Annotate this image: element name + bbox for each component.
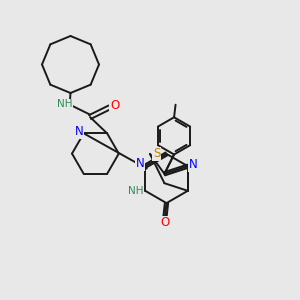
Text: N: N (189, 158, 198, 171)
Text: S: S (153, 147, 160, 161)
Text: N: N (135, 157, 144, 170)
Text: NH: NH (128, 186, 144, 197)
Text: O: O (160, 216, 169, 229)
Text: NH: NH (57, 99, 72, 110)
Text: N: N (75, 125, 84, 138)
Text: O: O (110, 99, 119, 112)
